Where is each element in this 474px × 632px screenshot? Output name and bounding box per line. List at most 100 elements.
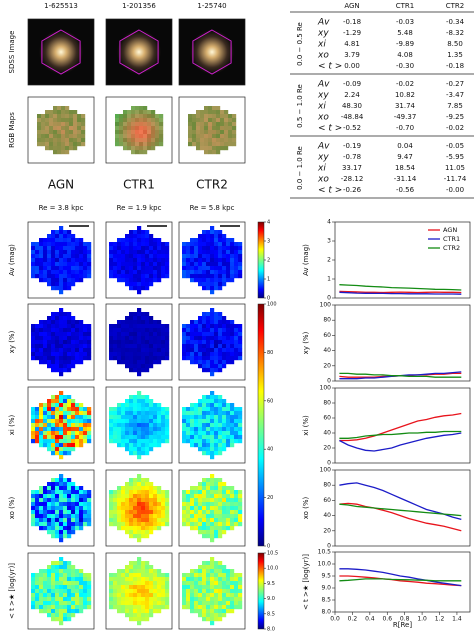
map-pixel [238,254,243,259]
map-pixel [43,427,48,432]
map-pixel [51,589,56,594]
map-pixel [39,320,44,325]
map-pixel [119,122,124,127]
map-pixel [210,419,215,424]
map-pixel [222,510,227,515]
map-pixel [238,411,243,416]
x-tick-label: 0.0 [330,616,340,623]
map-pixel [218,399,223,404]
map-pixel [43,238,48,243]
map-pixel [186,423,191,428]
map-pixel [226,526,231,531]
map-pixel [77,134,82,139]
map-pixel [63,597,68,602]
map-pixel [47,415,52,420]
map-pixel [67,348,72,353]
map-pixel [222,502,227,507]
map-pixel [220,122,225,127]
map-pixel [125,270,130,275]
map-pixel [71,526,76,531]
map-pixel [200,130,205,135]
map-pixel [210,498,215,503]
map-pixel [145,360,150,365]
map-pixel [141,486,146,491]
map-pixel [149,282,154,287]
map-pixel [145,320,150,325]
map-pixel [51,601,56,606]
map-pixel [186,427,191,432]
map-pixel [198,332,203,337]
map-pixel [210,399,215,404]
map-pixel [67,282,72,287]
map-pixel [194,605,199,610]
map-pixel [214,270,219,275]
map-pixel [129,593,134,598]
map-pixel [210,573,215,578]
table-row-label: xo [317,175,329,185]
map-pixel [214,443,219,448]
map-pixel [206,320,211,325]
map-pixel [151,110,156,115]
map-pixel [109,407,114,412]
map-pixel [141,530,146,535]
map-pixel [63,348,68,353]
map-pixel [202,246,207,251]
map-pixel [214,312,219,317]
table-cell: -0.03 [396,18,414,26]
map-pixel [129,266,134,271]
map-pixel [153,443,158,448]
map-pixel [75,320,80,325]
plot-frame [334,551,471,613]
map-pixel [67,439,72,444]
table-row-label: xo [317,113,329,123]
map-pixel [238,431,243,436]
map-pixel [55,534,60,539]
map-pixel [218,230,223,235]
map-pixel [192,118,197,123]
map-pixel [129,482,134,487]
map-pixel [202,286,207,291]
map-pixel [153,415,158,420]
table-cell: 1.35 [447,51,463,59]
map-pixel [141,266,146,271]
map-pixel [47,246,52,251]
map-pixel [206,478,211,483]
map-pixel [83,577,88,582]
table-row-label: < t > [318,186,342,196]
map-pixel [129,565,134,570]
map-pixel [214,332,219,337]
map-pixel [141,348,146,353]
map-pixel [47,435,52,440]
map-pixel [129,262,134,267]
map-pixel [157,258,162,263]
map-pixel [214,490,219,495]
map-pixel [133,447,138,452]
map-pixel [206,360,211,365]
map-pixel [186,254,191,259]
map-pixel [238,419,243,424]
map-pixel [186,348,191,353]
map-pixel [149,581,154,586]
map-pixel [200,146,205,151]
map-pixel [87,348,92,353]
map-pixel [210,262,215,267]
map-pixel [190,431,195,436]
map-pixel [206,451,211,456]
map-pixel [37,126,42,131]
map-pixel [238,593,243,598]
map-pixel [81,130,86,135]
map-pixel [143,106,148,111]
map-pixel [230,494,235,499]
map-pixel [79,514,84,519]
map-pixel [161,593,166,598]
map-pixel [109,419,114,424]
map-pixel [202,395,207,400]
map-pixel [63,530,68,535]
colorbar-tick-label: 3 [267,239,270,245]
map-pixel [113,518,118,523]
map-pixel [79,242,84,247]
map-pixel [190,494,195,499]
map-pixel [230,360,235,365]
map-pixel [83,348,88,353]
map-pixel [43,506,48,511]
